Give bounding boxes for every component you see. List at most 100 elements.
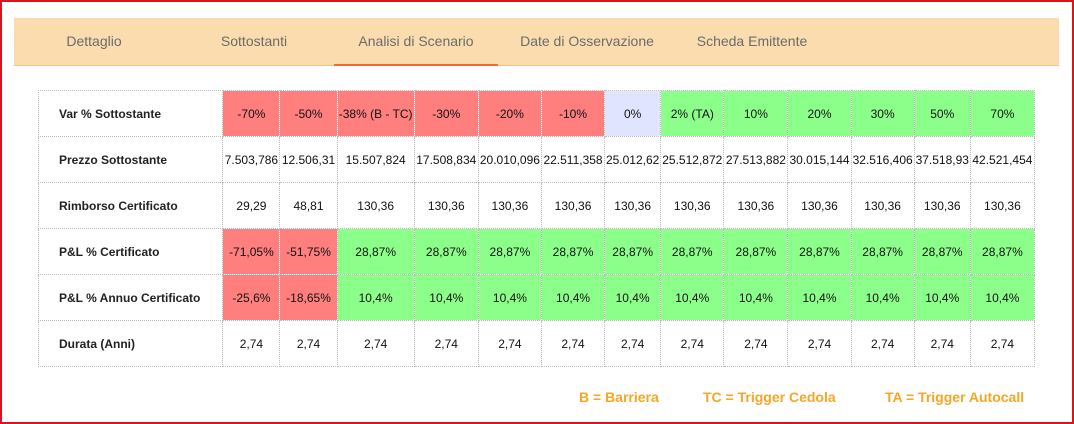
table-cell: 10,4%: [413, 274, 479, 321]
table-cell: 28,87%: [336, 228, 415, 275]
table-cell: -25,6%: [222, 274, 281, 321]
table-cell: 130,36: [850, 182, 915, 229]
table-cell: 10,4%: [850, 274, 915, 321]
row-label: Rimborso Certificato: [37, 182, 224, 229]
legend-barriera: B = Barriera: [579, 389, 659, 405]
table-cell: -20%: [477, 90, 542, 137]
table-cell: 50%: [913, 90, 971, 137]
table-cell: 130,36: [477, 182, 542, 229]
table-cell: 130,36: [787, 182, 852, 229]
table-cell: 2,74: [660, 320, 725, 367]
table-cell: 28,87%: [540, 228, 606, 275]
table-cell: 30%: [850, 90, 915, 137]
table-cell: 28,87%: [660, 228, 725, 275]
scenario-table: Var % Sottostante -70% -50% -38% (B - TC) -3…: [37, 90, 1036, 367]
table-cell: 130,36: [913, 182, 971, 229]
table-cell: 130,36: [413, 182, 479, 229]
table-cell: 2,74: [336, 320, 415, 367]
tab-dettaglio[interactable]: Dettaglio: [66, 33, 122, 49]
table-cell: -50%: [279, 90, 338, 137]
table-row: P&L % Annuo Certificato -25,6% -18,65% 10,4…: [37, 274, 1036, 321]
table-cell: 130,36: [969, 182, 1036, 229]
table-cell: 28,87%: [477, 228, 542, 275]
table-cell: 2,74: [413, 320, 479, 367]
table-cell: 10,4%: [604, 274, 662, 321]
table-cell: 22.511,358: [540, 136, 606, 183]
table-cell: -38% (B - TC): [336, 90, 415, 137]
table-cell: -10%: [540, 90, 606, 137]
table-cell: 130,36: [660, 182, 725, 229]
table-cell: 130,36: [540, 182, 606, 229]
table-row: Rimborso Certificato 29,29 48,81 130,36 130,…: [37, 182, 1036, 229]
table-cell: 2,74: [723, 320, 789, 367]
table-cell: 130,36: [336, 182, 415, 229]
table-cell: 28,87%: [723, 228, 789, 275]
table-cell: 2,74: [969, 320, 1036, 367]
table-cell: 20.010,096: [477, 136, 542, 183]
table-cell: -71,05%: [222, 228, 281, 275]
tab-scheda-emittente[interactable]: Scheda Emittente: [696, 33, 808, 49]
table-cell: 2,74: [913, 320, 971, 367]
table-cell: 25.512,872: [660, 136, 725, 183]
table-cell: 29,29: [222, 182, 281, 229]
table-cell: 2,74: [540, 320, 606, 367]
table-cell: 25.012,62: [604, 136, 662, 183]
table-cell: 42.521,454: [969, 136, 1036, 183]
table-cell: 10%: [723, 90, 789, 137]
table-cell: 28,87%: [969, 228, 1036, 275]
table-cell: 10,4%: [336, 274, 415, 321]
legend-trigger-cedola: TC = Trigger Cedola: [703, 389, 836, 405]
table-cell: 10,4%: [913, 274, 971, 321]
table-cell: 10,4%: [477, 274, 542, 321]
table-cell: 2,74: [787, 320, 852, 367]
row-label: P&L % Annuo Certificato: [37, 274, 224, 321]
table-cell: 32.516,406: [850, 136, 915, 183]
table-row: Durata (Anni) 2,74 2,74 2,74 2,74 2,74 2,74 2,7…: [37, 320, 1036, 367]
table-row: P&L % Certificato -71,05% -51,75% 28,87% 28,…: [37, 228, 1036, 275]
table-cell: 130,36: [723, 182, 789, 229]
row-label: Var % Sottostante: [37, 90, 224, 137]
table-cell: -70%: [222, 90, 281, 137]
table-cell: 10,4%: [540, 274, 606, 321]
tab-sottostanti[interactable]: Sottostanti: [220, 33, 288, 49]
table-cell: 130,36: [604, 182, 662, 229]
table-cell: 2,74: [477, 320, 542, 367]
table-cell: 10,4%: [660, 274, 725, 321]
table-cell: 0%: [604, 90, 662, 137]
table-cell: 30.015,144: [787, 136, 852, 183]
table-cell: 20%: [787, 90, 852, 137]
table-row: Prezzo Sottostante 7.503,786 12.506,31 15.5…: [37, 136, 1036, 183]
table-cell: 10,4%: [787, 274, 852, 321]
table-cell: 70%: [969, 90, 1036, 137]
table-cell: 10,4%: [723, 274, 789, 321]
table-cell: -51,75%: [279, 228, 338, 275]
table-row: Var % Sottostante -70% -50% -38% (B - TC) -3…: [37, 90, 1036, 137]
tab-analisi-di-scenario[interactable]: Analisi di Scenario: [334, 18, 498, 66]
table-cell: -30%: [413, 90, 479, 137]
table-cell: 28,87%: [787, 228, 852, 275]
table-cell: 12.506,31: [279, 136, 338, 183]
table-cell: 28,87%: [913, 228, 971, 275]
row-label: Durata (Anni): [37, 320, 224, 367]
tab-bar: Dettaglio Sottostanti Analisi di Scenari…: [14, 18, 1059, 66]
table-cell: 2,74: [222, 320, 281, 367]
table-cell: 17.508,834: [413, 136, 479, 183]
table-cell: -18,65%: [279, 274, 338, 321]
row-label: P&L % Certificato: [37, 228, 224, 275]
table-cell: 7.503,786: [222, 136, 281, 183]
table-cell: 15.507,824: [336, 136, 415, 183]
table-cell: 48,81: [279, 182, 338, 229]
table-cell: 2,74: [604, 320, 662, 367]
table-cell: 28,87%: [604, 228, 662, 275]
table-cell: 28,87%: [850, 228, 915, 275]
tab-date-di-osservazione[interactable]: Date di Osservazione: [520, 33, 654, 49]
table-cell: 2,74: [279, 320, 338, 367]
row-label: Prezzo Sottostante: [37, 136, 224, 183]
table-cell: 27.513,882: [723, 136, 789, 183]
legend-trigger-autocall: TA = Trigger Autocall: [885, 389, 1025, 405]
table-cell: 10,4%: [969, 274, 1036, 321]
table-cell: 2,74: [850, 320, 915, 367]
table-cell: 37.518,93: [913, 136, 971, 183]
table-cell: 28,87%: [413, 228, 479, 275]
table-cell: 2% (TA): [660, 90, 725, 137]
